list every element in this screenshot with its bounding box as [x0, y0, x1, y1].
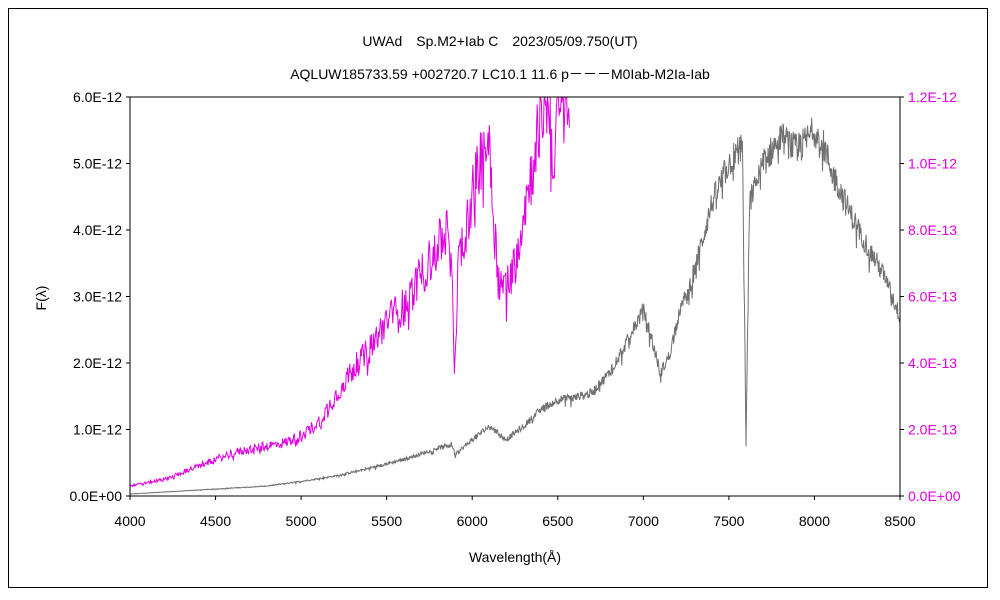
y-left-tick-label: 1.0E-12: [73, 422, 122, 438]
x-tick-label: 6500: [542, 513, 573, 529]
y-left-tick-label: 0.0E+00: [69, 488, 122, 504]
x-tick-label: 7500: [713, 513, 744, 529]
y-right-tick-label: 8.0E-13: [908, 222, 957, 238]
chart-frame: [8, 8, 988, 588]
y-axis-label: F(λ): [33, 286, 49, 311]
y-right-tick-label: 4.0E-13: [908, 355, 957, 371]
tick-labels: 4000 4500 5000 5500 6000 6500 7000 7500 8000 8500…: [69, 89, 960, 529]
y-right-tick-label: 2.0E-13: [908, 422, 957, 438]
x-tick-label: 4000: [114, 513, 145, 529]
y-left-tick-label: 2.0E-12: [73, 355, 122, 371]
x-tick-label: 5500: [371, 513, 402, 529]
series-layer: [129, 96, 901, 495]
series-left-line: [130, 117, 901, 495]
x-tick-label: 4500: [200, 513, 231, 529]
y-right-tick-label: 1.0E-12: [908, 156, 957, 172]
y-right-tick-label: 0.0E+00: [908, 488, 961, 504]
x-tick-label: 5000: [286, 513, 317, 529]
x-tick-label: 7000: [628, 513, 659, 529]
chart-subtitle: AQLUW185733.59 +002720.7 LC10.1 11.6 p－－…: [290, 66, 710, 82]
x-tick-label: 8500: [884, 513, 915, 529]
y-left-tick-label: 5.0E-12: [73, 156, 122, 172]
x-tick-label: 6000: [457, 513, 488, 529]
series-right-line: [129, 96, 570, 488]
chart-title: UWAd Sp.M2+Iab C 2023/05/09.750(UT): [362, 33, 637, 49]
y-right-tick-label: 1.2E-12: [908, 89, 957, 105]
plot-area: [129, 96, 901, 497]
x-tick-label: 8000: [799, 513, 830, 529]
y-left-tick-label: 4.0E-12: [73, 222, 122, 238]
y-right-tick-label: 6.0E-13: [908, 289, 957, 305]
x-axis-label: Wavelength(Å): [469, 549, 561, 565]
y-left-tick-label: 3.0E-12: [73, 289, 122, 305]
y-left-tick-label: 6.0E-12: [73, 89, 122, 105]
